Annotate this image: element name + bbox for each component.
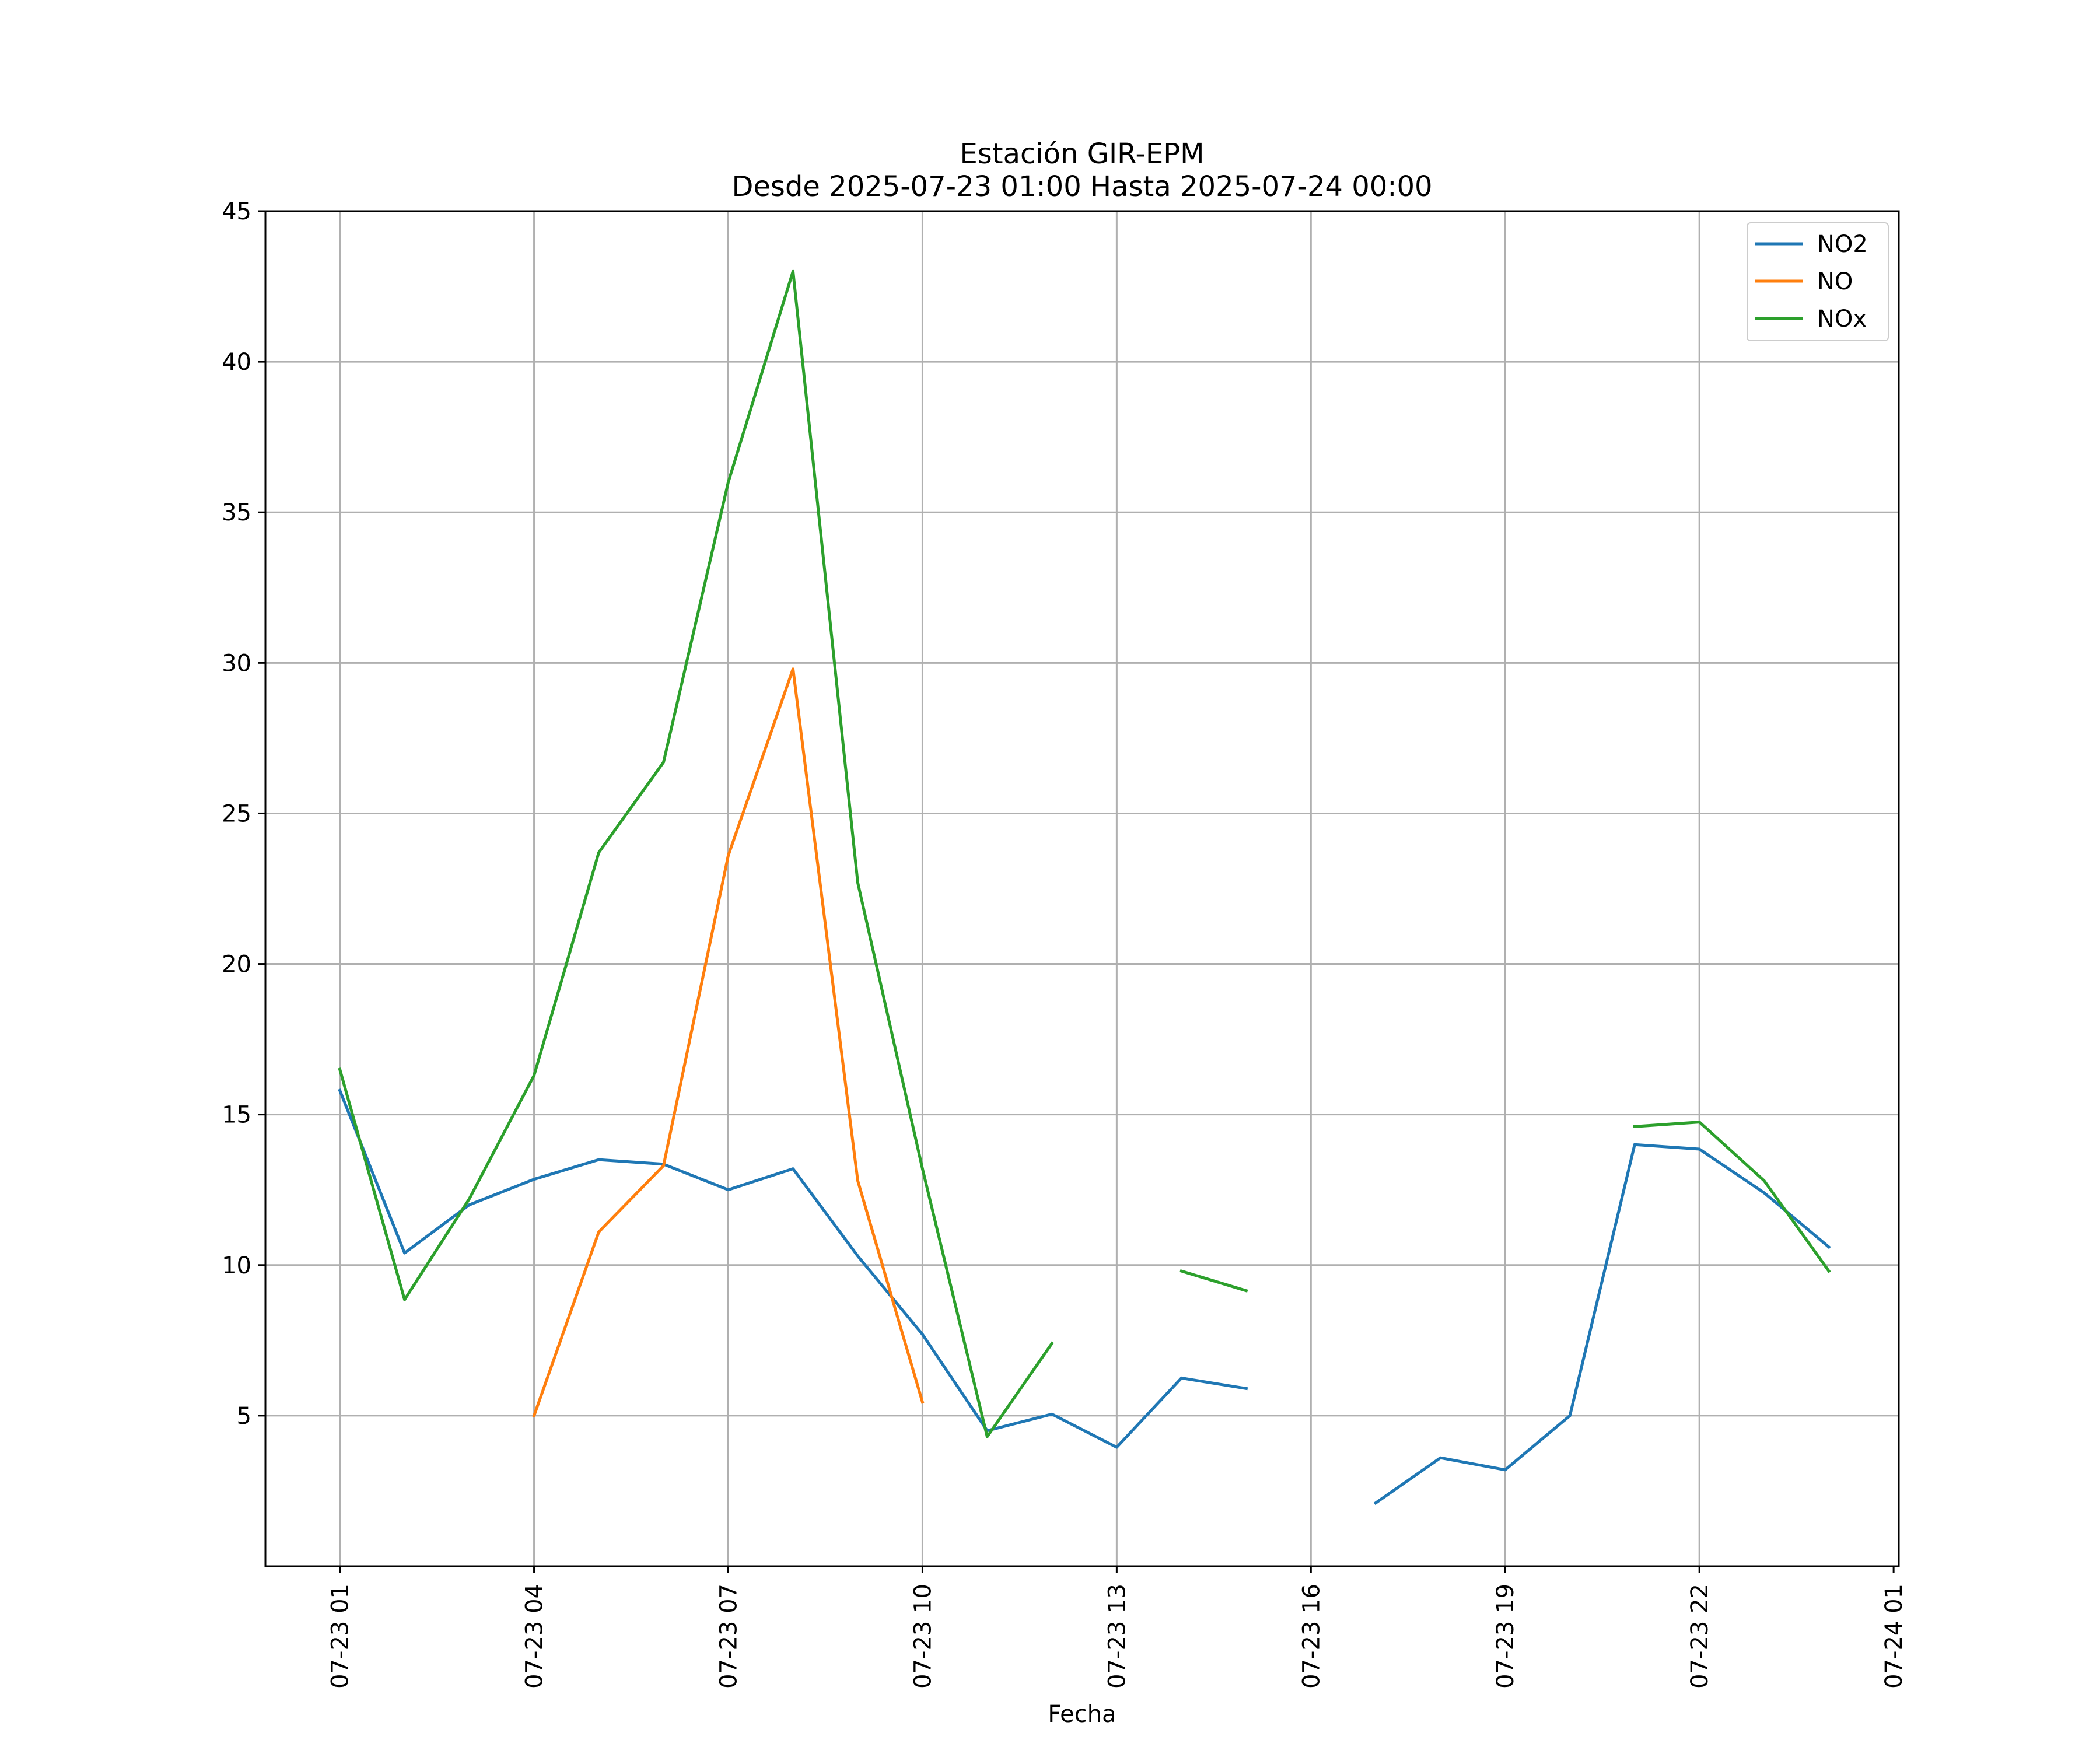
plot-area-frame — [264, 210, 1900, 1567]
series-lines — [338, 270, 1831, 1506]
legend: NO2 NO NOx — [1746, 222, 1889, 341]
y-axis-ticks: 5 10 15 20 25 30 35 40 45 — [222, 198, 265, 1430]
x-tick-label: 07-23 22 — [1686, 1584, 1713, 1689]
y-tick-label: 35 — [222, 499, 251, 526]
chart-title: Estación GIR-EPM — [960, 138, 1204, 170]
x-tick-label: 07-23 04 — [522, 1584, 548, 1689]
y-tick-label: 40 — [222, 349, 251, 376]
x-axis-ticks: 07-23 01 07-23 04 07-23 07 07-23 10 07-23 13… — [327, 1566, 1908, 1689]
chart-subtitle: Desde 2025-07-23 01:00 Hasta 2025-07-24 … — [732, 170, 1432, 203]
series-line-nox — [338, 270, 1054, 1438]
x-tick-label: 07-23 07 — [715, 1584, 742, 1689]
x-tick-label: 07-23 01 — [327, 1584, 354, 1689]
x-tick-label: 07-23 13 — [1104, 1584, 1130, 1689]
y-tick-label: 5 — [237, 1403, 251, 1430]
x-tick-label: 07-23 16 — [1298, 1584, 1325, 1689]
y-tick-label: 25 — [222, 800, 251, 827]
y-tick-label: 30 — [222, 650, 251, 677]
legend-box — [1746, 222, 1889, 341]
series-no — [532, 667, 925, 1418]
y-tick-label: 45 — [222, 198, 251, 225]
series-line-nox — [1180, 1269, 1248, 1293]
series-line-no — [532, 667, 925, 1418]
x-axis-label: Fecha — [1048, 1701, 1116, 1728]
y-tick-label: 20 — [222, 951, 251, 978]
legend-label-nox: NOx — [1817, 306, 1867, 332]
series-line-nox — [1633, 1121, 1831, 1273]
grid-lines — [265, 210, 1899, 1566]
y-tick-label: 10 — [222, 1252, 251, 1279]
legend-label-no: NO — [1817, 268, 1853, 295]
legend-label-no2: NO2 — [1817, 231, 1868, 258]
x-tick-label: 07-24 01 — [1881, 1584, 1908, 1689]
x-tick-label: 07-23 19 — [1492, 1584, 1519, 1689]
y-tick-label: 15 — [222, 1102, 251, 1129]
series-no2 — [338, 1088, 1831, 1506]
series-nox — [338, 270, 1831, 1438]
series-line-no2 — [1373, 1143, 1831, 1506]
x-tick-label: 07-23 10 — [909, 1584, 936, 1689]
series-line-no2 — [338, 1088, 1248, 1449]
